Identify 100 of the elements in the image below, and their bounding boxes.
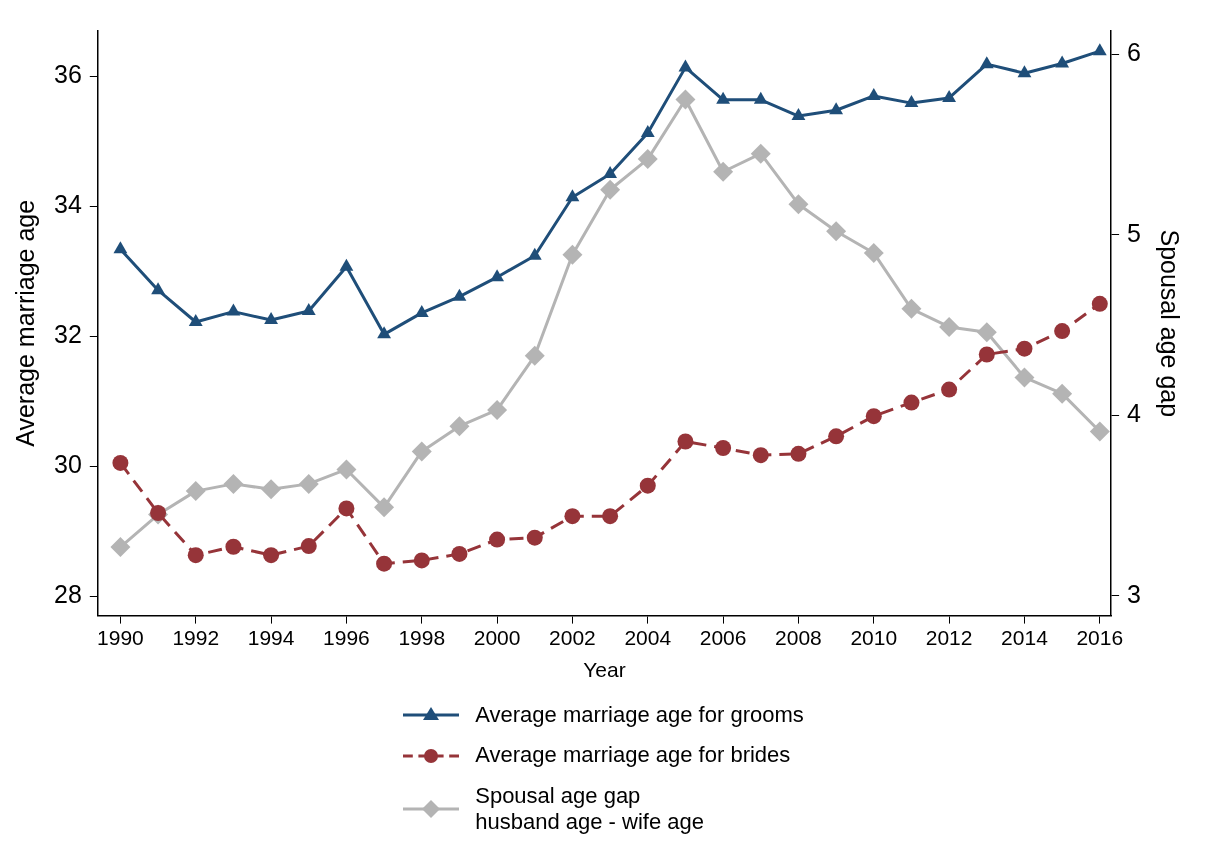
point (1089, 421, 1110, 442)
point (414, 304, 429, 317)
point (828, 428, 845, 445)
point (713, 161, 734, 182)
point (675, 89, 696, 110)
point (826, 221, 847, 242)
x-tick-label: 2014 (1001, 626, 1049, 649)
point (411, 441, 432, 462)
point (449, 416, 470, 437)
point (677, 433, 694, 450)
point (376, 555, 393, 572)
point (261, 479, 282, 500)
x-tick-label: 1996 (323, 626, 370, 649)
point (600, 179, 621, 200)
point (263, 547, 280, 564)
point (1054, 323, 1071, 340)
point (377, 326, 392, 339)
x-tick-label: 2004 (624, 626, 672, 649)
y2-tick-label: 6 (1127, 38, 1141, 67)
point (602, 508, 619, 525)
point (942, 89, 957, 102)
point (225, 538, 242, 555)
point (374, 497, 395, 518)
y-tick-label: 32 (54, 320, 82, 349)
y-tick-label: 30 (54, 450, 82, 479)
y-axis-title: Average marriage age (10, 199, 39, 447)
x-tick-label: 1992 (172, 626, 220, 649)
point (976, 322, 997, 343)
point (336, 459, 357, 480)
x-tick-label: 1998 (398, 626, 446, 649)
x-tick-label: 1994 (247, 626, 295, 649)
x-tick-label: 2008 (775, 626, 822, 649)
point (1052, 383, 1073, 404)
point (1055, 55, 1070, 68)
point (901, 298, 922, 319)
point (223, 473, 244, 494)
point (264, 312, 279, 325)
point (113, 241, 128, 254)
point (526, 529, 543, 546)
point (866, 87, 881, 100)
x-tick-label: 2016 (1076, 626, 1124, 649)
point (1017, 65, 1032, 78)
legend-label: Average marriage age for grooms (475, 702, 804, 729)
y-tick-label: 36 (54, 60, 82, 89)
point (1014, 367, 1035, 388)
point (562, 244, 583, 265)
point (451, 545, 468, 562)
point (1091, 295, 1108, 312)
point (338, 500, 355, 517)
x-tick-label: 1990 (97, 626, 144, 649)
point (487, 399, 508, 420)
point (903, 394, 920, 411)
point (564, 508, 581, 525)
x-tick-label: 2002 (549, 626, 596, 649)
point (863, 242, 884, 263)
point (865, 408, 882, 425)
point (788, 194, 809, 215)
point (524, 345, 545, 366)
x-tick-label: 2010 (850, 626, 898, 649)
point (151, 282, 166, 295)
point (489, 531, 506, 548)
point (110, 537, 131, 558)
legend-label: Spousal age gap husband age - wife age (475, 782, 704, 836)
point (978, 346, 995, 363)
point (226, 303, 241, 316)
point (791, 108, 806, 121)
point (298, 473, 319, 494)
point (715, 440, 732, 457)
point (603, 165, 618, 178)
point (637, 149, 658, 170)
point (300, 538, 317, 555)
point (565, 189, 580, 202)
point (750, 143, 771, 164)
x-tick-label: 2006 (699, 626, 747, 649)
x-axis-title: Year (583, 658, 626, 682)
point (678, 59, 693, 72)
y2-tick-label: 4 (1127, 399, 1142, 428)
point (339, 258, 354, 271)
x-tick-label: 2012 (925, 626, 973, 649)
point (639, 477, 656, 494)
y-tick-label: 34 (54, 190, 82, 219)
point (185, 481, 206, 502)
point (413, 552, 430, 569)
x-tick-label: 2000 (473, 626, 521, 649)
point (301, 302, 316, 315)
point (941, 381, 958, 398)
point (452, 288, 467, 301)
point (716, 91, 731, 104)
y2-tick-label: 5 (1127, 218, 1141, 247)
point (1092, 43, 1107, 56)
point (829, 102, 844, 115)
point (490, 269, 505, 282)
point (752, 447, 769, 464)
point (904, 95, 919, 108)
legend-label: Average marriage age for brides (475, 742, 791, 769)
point (188, 314, 203, 326)
point (753, 91, 768, 104)
point (939, 316, 960, 337)
point (187, 547, 204, 564)
point (790, 445, 807, 462)
